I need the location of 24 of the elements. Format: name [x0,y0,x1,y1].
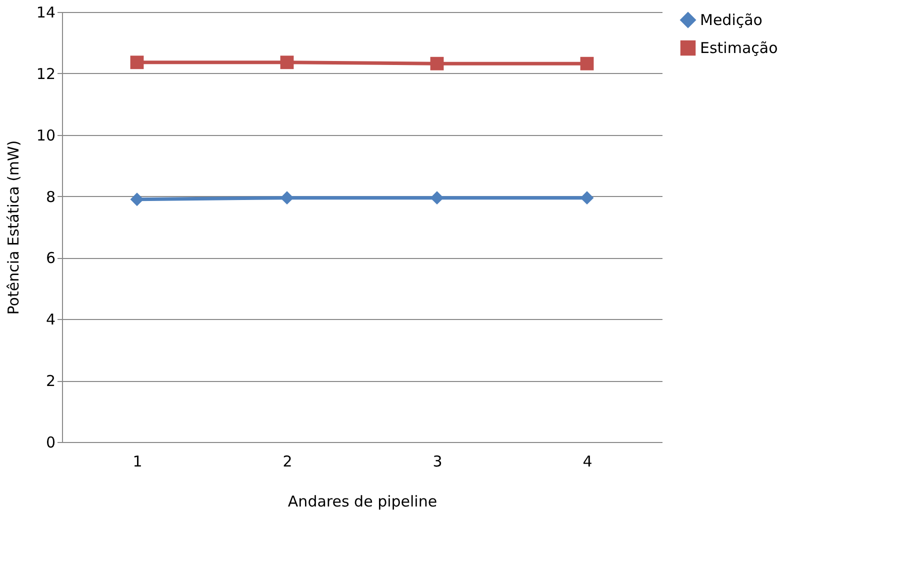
point [580,191,594,205]
point [130,192,144,206]
y-tick-label: 4 [46,310,56,329]
y-tick-label: 14 [36,4,56,22]
x-axis-title: Andares de pipeline [288,492,438,510]
y-tick-label: 10 [36,126,56,144]
x-tick-label: 2 [282,452,292,470]
x-tick-label: 4 [582,452,592,470]
y-tick-label: 12 [36,64,56,83]
x-tick-label: 3 [432,452,442,470]
x-tick-label: 1 [132,452,142,470]
legend-label: Estimação [700,39,778,57]
point [430,56,444,70]
y-tick-label: 6 [46,249,56,268]
point [130,56,144,70]
y-axis-title: Potência Estática (mW) [4,140,22,315]
point [580,56,594,70]
legend-label: Medição [700,11,762,29]
y-tick-label: 2 [46,372,56,390]
point [430,191,444,205]
y-tick-label: 0 [46,434,56,452]
y-tick-label: 8 [46,188,56,206]
point [280,56,294,70]
point [280,191,294,205]
